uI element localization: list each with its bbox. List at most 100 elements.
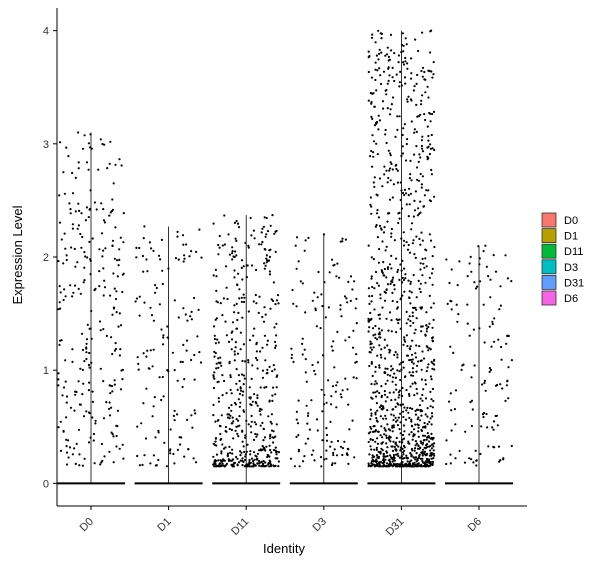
data-point <box>395 388 398 391</box>
data-point <box>81 235 84 239</box>
data-point <box>497 338 500 341</box>
data-point <box>385 141 388 145</box>
data-point <box>230 338 234 341</box>
data-point <box>193 353 196 357</box>
data-point <box>353 280 356 283</box>
data-point <box>379 293 382 296</box>
data-point <box>228 445 231 448</box>
data-point <box>398 278 401 281</box>
data-point <box>378 224 382 227</box>
data-point <box>236 432 239 435</box>
data-point <box>416 392 419 395</box>
data-point <box>277 465 280 468</box>
data-point <box>418 345 421 348</box>
data-point <box>303 249 306 252</box>
data-point <box>371 374 374 378</box>
data-point <box>269 420 272 423</box>
data-point <box>60 238 63 241</box>
data-point <box>429 390 432 393</box>
data-point <box>74 210 77 213</box>
data-point <box>242 445 245 448</box>
data-point <box>71 227 74 230</box>
data-point <box>83 279 86 282</box>
data-point <box>120 369 123 372</box>
data-point <box>470 458 473 461</box>
data-point <box>376 282 379 285</box>
data-point <box>391 281 394 284</box>
data-point <box>380 356 383 359</box>
data-point <box>379 452 382 455</box>
data-point <box>336 262 339 265</box>
data-point <box>265 216 268 220</box>
data-point <box>81 147 85 150</box>
data-point <box>418 287 421 290</box>
data-point <box>454 389 458 392</box>
data-point <box>402 244 406 247</box>
data-point <box>238 461 241 464</box>
data-point <box>145 387 148 390</box>
data-point <box>397 396 400 399</box>
data-point <box>65 451 69 454</box>
data-point <box>98 270 101 273</box>
data-point <box>421 94 424 97</box>
data-point <box>473 364 476 367</box>
data-point <box>396 115 399 118</box>
data-point <box>408 433 411 436</box>
data-point <box>238 424 241 427</box>
data-point <box>431 326 434 329</box>
data-point <box>380 228 383 231</box>
data-point <box>488 325 491 328</box>
data-point <box>231 448 234 451</box>
data-point <box>122 212 125 215</box>
data-point <box>481 383 484 386</box>
data-point <box>419 282 422 285</box>
x-axis-title: Identity <box>263 541 305 556</box>
data-point <box>413 332 416 335</box>
data-point <box>426 125 429 128</box>
data-point <box>394 351 397 354</box>
data-point <box>422 357 426 360</box>
data-point <box>65 254 68 257</box>
data-point <box>238 392 242 395</box>
data-point <box>392 418 395 422</box>
data-point <box>91 400 94 403</box>
data-point <box>429 70 432 73</box>
data-point <box>381 240 384 243</box>
data-point <box>101 142 104 146</box>
data-point <box>217 400 220 403</box>
data-point <box>382 465 385 468</box>
data-point <box>351 288 354 291</box>
data-point <box>257 311 260 314</box>
data-point <box>401 145 404 148</box>
data-point <box>233 269 236 272</box>
data-point <box>495 414 498 417</box>
data-point <box>116 275 119 278</box>
data-point <box>190 310 193 313</box>
data-point <box>403 193 406 197</box>
data-point <box>68 202 71 205</box>
data-point <box>432 457 435 460</box>
data-point <box>154 291 157 294</box>
data-point <box>410 420 413 423</box>
data-point <box>428 347 431 350</box>
data-point <box>245 419 248 422</box>
data-point <box>265 233 268 236</box>
data-point <box>104 247 107 250</box>
data-point <box>77 167 80 170</box>
data-point <box>376 390 379 393</box>
data-point <box>377 128 380 131</box>
data-point <box>411 407 414 410</box>
data-point <box>461 364 464 367</box>
data-point <box>386 82 389 85</box>
data-point <box>429 375 432 378</box>
data-point <box>167 370 170 373</box>
data-point <box>292 302 295 305</box>
data-point <box>390 330 393 333</box>
data-point <box>385 417 388 420</box>
data-point <box>88 240 91 243</box>
data-point <box>242 383 245 386</box>
data-point <box>220 414 223 417</box>
legend-swatch-D31 <box>541 274 557 290</box>
data-point <box>346 453 349 457</box>
data-point <box>397 454 400 458</box>
